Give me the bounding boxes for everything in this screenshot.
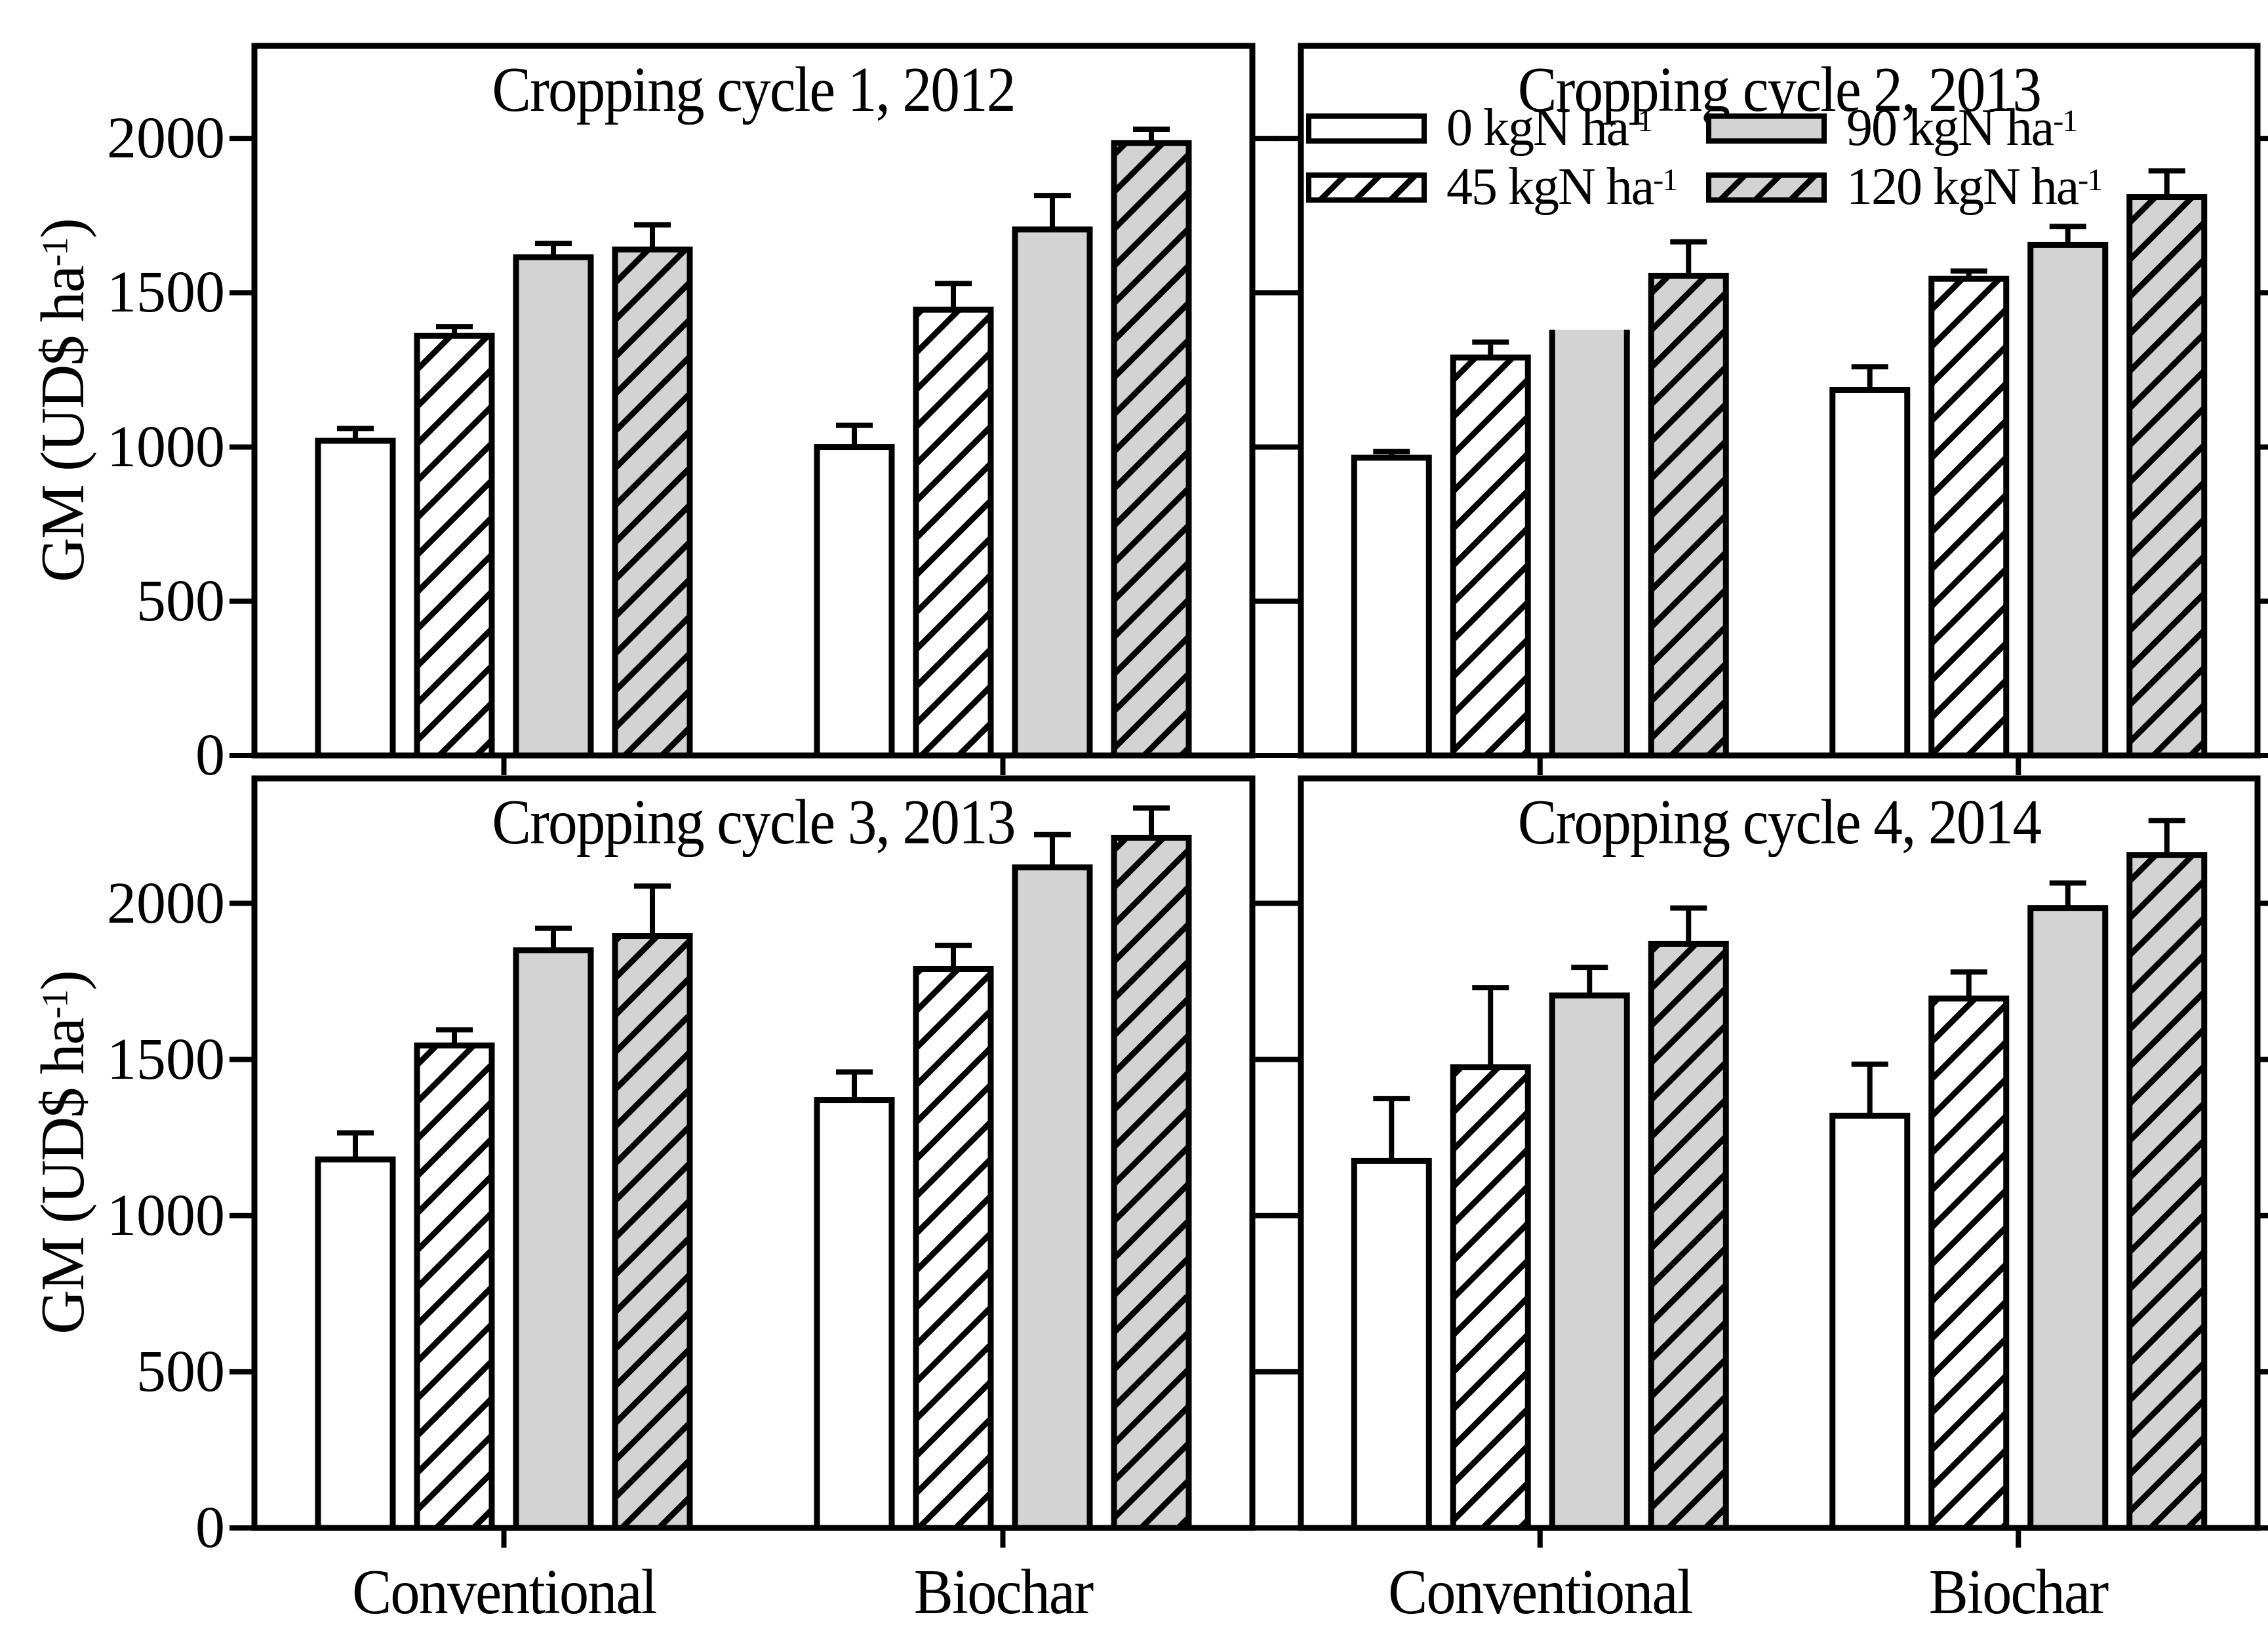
y-tick-label: 0 xyxy=(195,723,225,788)
bar xyxy=(1648,272,1729,759)
bar xyxy=(1111,140,1192,759)
legend-swatch-90kgN xyxy=(1706,113,1827,144)
bar xyxy=(1829,1112,1911,1531)
y-tick-label: 1000 xyxy=(107,1182,225,1248)
y-axis-label-close: ) xyxy=(29,219,97,239)
bar xyxy=(1928,275,2010,759)
bar xyxy=(814,1097,895,1531)
bar xyxy=(1012,226,1093,759)
y-tick-label: 500 xyxy=(136,568,225,633)
chart-panel-cycle1 xyxy=(229,43,1277,775)
legend-item-45kgN: 45 kgN ha-1 xyxy=(1306,157,1678,217)
bar xyxy=(2126,852,2208,1531)
legend-swatch-120kgN xyxy=(1706,172,1827,203)
legend-swatch-45kgN xyxy=(1306,172,1427,203)
panel-title-cycle2: Cropping cycle 2, 2013 xyxy=(1517,54,2042,125)
bar xyxy=(612,246,693,759)
bar xyxy=(913,306,994,759)
x-group-label-conventional-right: Conventional xyxy=(1387,1557,1694,1625)
bar xyxy=(1552,329,1627,755)
legend-label-45kgN: 45 kgN ha-1 xyxy=(1446,158,1678,216)
panel-frame xyxy=(251,43,1256,759)
bar xyxy=(414,1042,495,1531)
y-tick-label: 1500 xyxy=(107,260,225,325)
bar xyxy=(612,933,693,1531)
bar xyxy=(814,444,895,759)
legend-label-90kgN: 90 kgN ha-1 xyxy=(1846,99,2078,157)
panel-title-cycle4: Cropping cycle 4, 2014 xyxy=(1517,787,2042,857)
bar xyxy=(1012,864,1093,1531)
y-tick-label: 0 xyxy=(195,1495,225,1560)
chart-panel-cycle3 xyxy=(229,775,1277,1548)
x-group-label-biochar-right: Biochar xyxy=(1928,1557,2109,1625)
panel-frame xyxy=(251,775,1256,1531)
bar xyxy=(513,254,594,759)
bar xyxy=(2027,905,2109,1531)
bar xyxy=(513,947,594,1531)
bar xyxy=(1829,387,1911,759)
bar xyxy=(1928,995,2010,1531)
panel-frame xyxy=(1298,43,2261,759)
y-tick-label: 2000 xyxy=(107,106,225,171)
panel-frame xyxy=(1298,775,2261,1531)
panel-title-cycle3: Cropping cycle 3, 2013 xyxy=(492,787,1016,857)
legend-item-0kgN: 0 kgN ha-1 xyxy=(1306,98,1653,158)
bar xyxy=(1450,1064,1531,1531)
bar xyxy=(2126,194,2208,759)
bar xyxy=(315,437,396,759)
y-tick-label: 1000 xyxy=(107,414,225,479)
legend-label-0kgN: 0 kgN ha-1 xyxy=(1446,99,1653,157)
x-group-label-conventional-left: Conventional xyxy=(351,1557,658,1625)
y-tick-label: 1500 xyxy=(107,1026,225,1092)
x-group-label-biochar-left: Biochar xyxy=(913,1557,1093,1625)
bar xyxy=(2027,241,2109,759)
chart-panel-cycle2 xyxy=(1276,43,2268,775)
bar xyxy=(1549,992,1630,1531)
y-axis-label-superscript: -1 xyxy=(35,990,76,1019)
bar xyxy=(315,1156,396,1531)
legend-swatch-0kgN xyxy=(1306,113,1427,144)
bar xyxy=(1450,354,1531,759)
y-axis-label-bottom: GM (UD$ ha-1) xyxy=(28,971,98,1334)
y-axis-label-close: ) xyxy=(29,971,97,991)
bar xyxy=(414,332,495,759)
bar xyxy=(1648,940,1729,1531)
legend-item-90kgN: 90 kgN ha-1 xyxy=(1706,98,2078,158)
bar xyxy=(1111,834,1192,1531)
y-tick-label: 2000 xyxy=(107,870,225,936)
panel-title-cycle1: Cropping cycle 1, 2012 xyxy=(492,54,1016,125)
bar xyxy=(1351,1157,1432,1531)
legend-item-120kgN: 120 kgN ha-1 xyxy=(1706,157,2103,217)
y-tick-label: 500 xyxy=(136,1338,225,1404)
chart-panel-cycle4 xyxy=(1276,775,2268,1548)
bar xyxy=(1351,454,1432,759)
bar xyxy=(913,966,994,1531)
legend-label-120kgN: 120 kgN ha-1 xyxy=(1846,158,2103,216)
